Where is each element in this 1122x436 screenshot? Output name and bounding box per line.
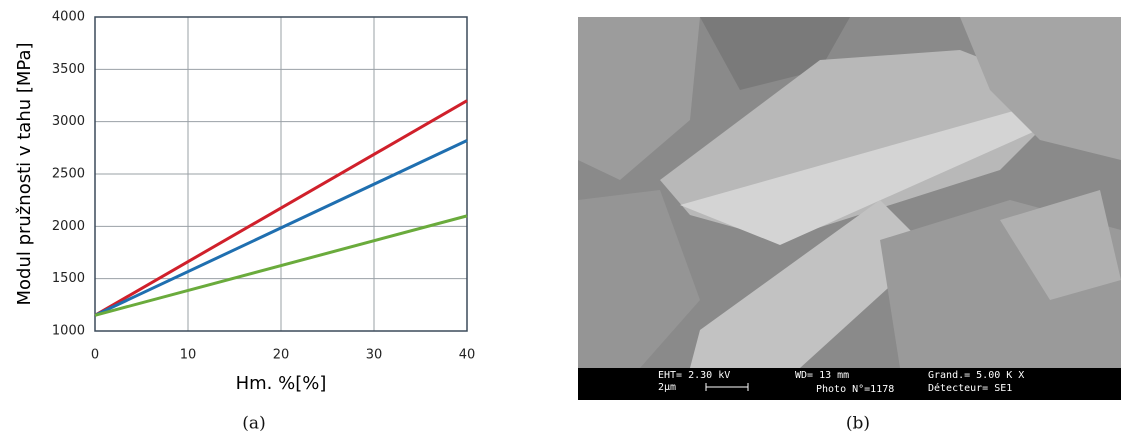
- image-info: Grand.= 5.00 K X: [928, 370, 1024, 381]
- caption: (a): [242, 414, 265, 434]
- x-tick-label: 40: [459, 348, 476, 363]
- x-tick-label: 30: [366, 348, 383, 363]
- y-axis-label: Modul pružnosti v tahu [MPa]: [14, 42, 35, 305]
- image-info: Détecteur= SE1: [928, 382, 1012, 394]
- y-tick-label: 4000: [52, 10, 85, 25]
- y-tick-label: 2000: [52, 219, 85, 234]
- figure: Modul pružnosti v tahu [MPa] Hm. %[%] (a…: [0, 0, 1122, 436]
- y-tick-label: 1500: [52, 271, 85, 286]
- x-tick-label: 20: [273, 348, 290, 363]
- image-info: WD= 13 mm: [795, 370, 849, 381]
- y-tick-label: 1000: [52, 324, 85, 339]
- caption: (b): [846, 414, 870, 434]
- x-axis-label: Hm. %[%]: [236, 373, 327, 394]
- x-tick-label: 10: [180, 348, 197, 363]
- image-info: Photo N°=1178: [816, 384, 894, 395]
- y-tick-label: 3000: [52, 114, 85, 129]
- image-info: 2μm: [658, 382, 676, 393]
- x-tick-label: 0: [91, 348, 99, 363]
- y-tick-label: 2500: [52, 167, 85, 182]
- image-info: EHT= 2.30 kV: [658, 370, 730, 381]
- y-tick-label: 3500: [52, 62, 85, 77]
- sem-image: EHT= 2.30 kV WD= 13 mm Grand.= 5.00 K X …: [578, 17, 1121, 400]
